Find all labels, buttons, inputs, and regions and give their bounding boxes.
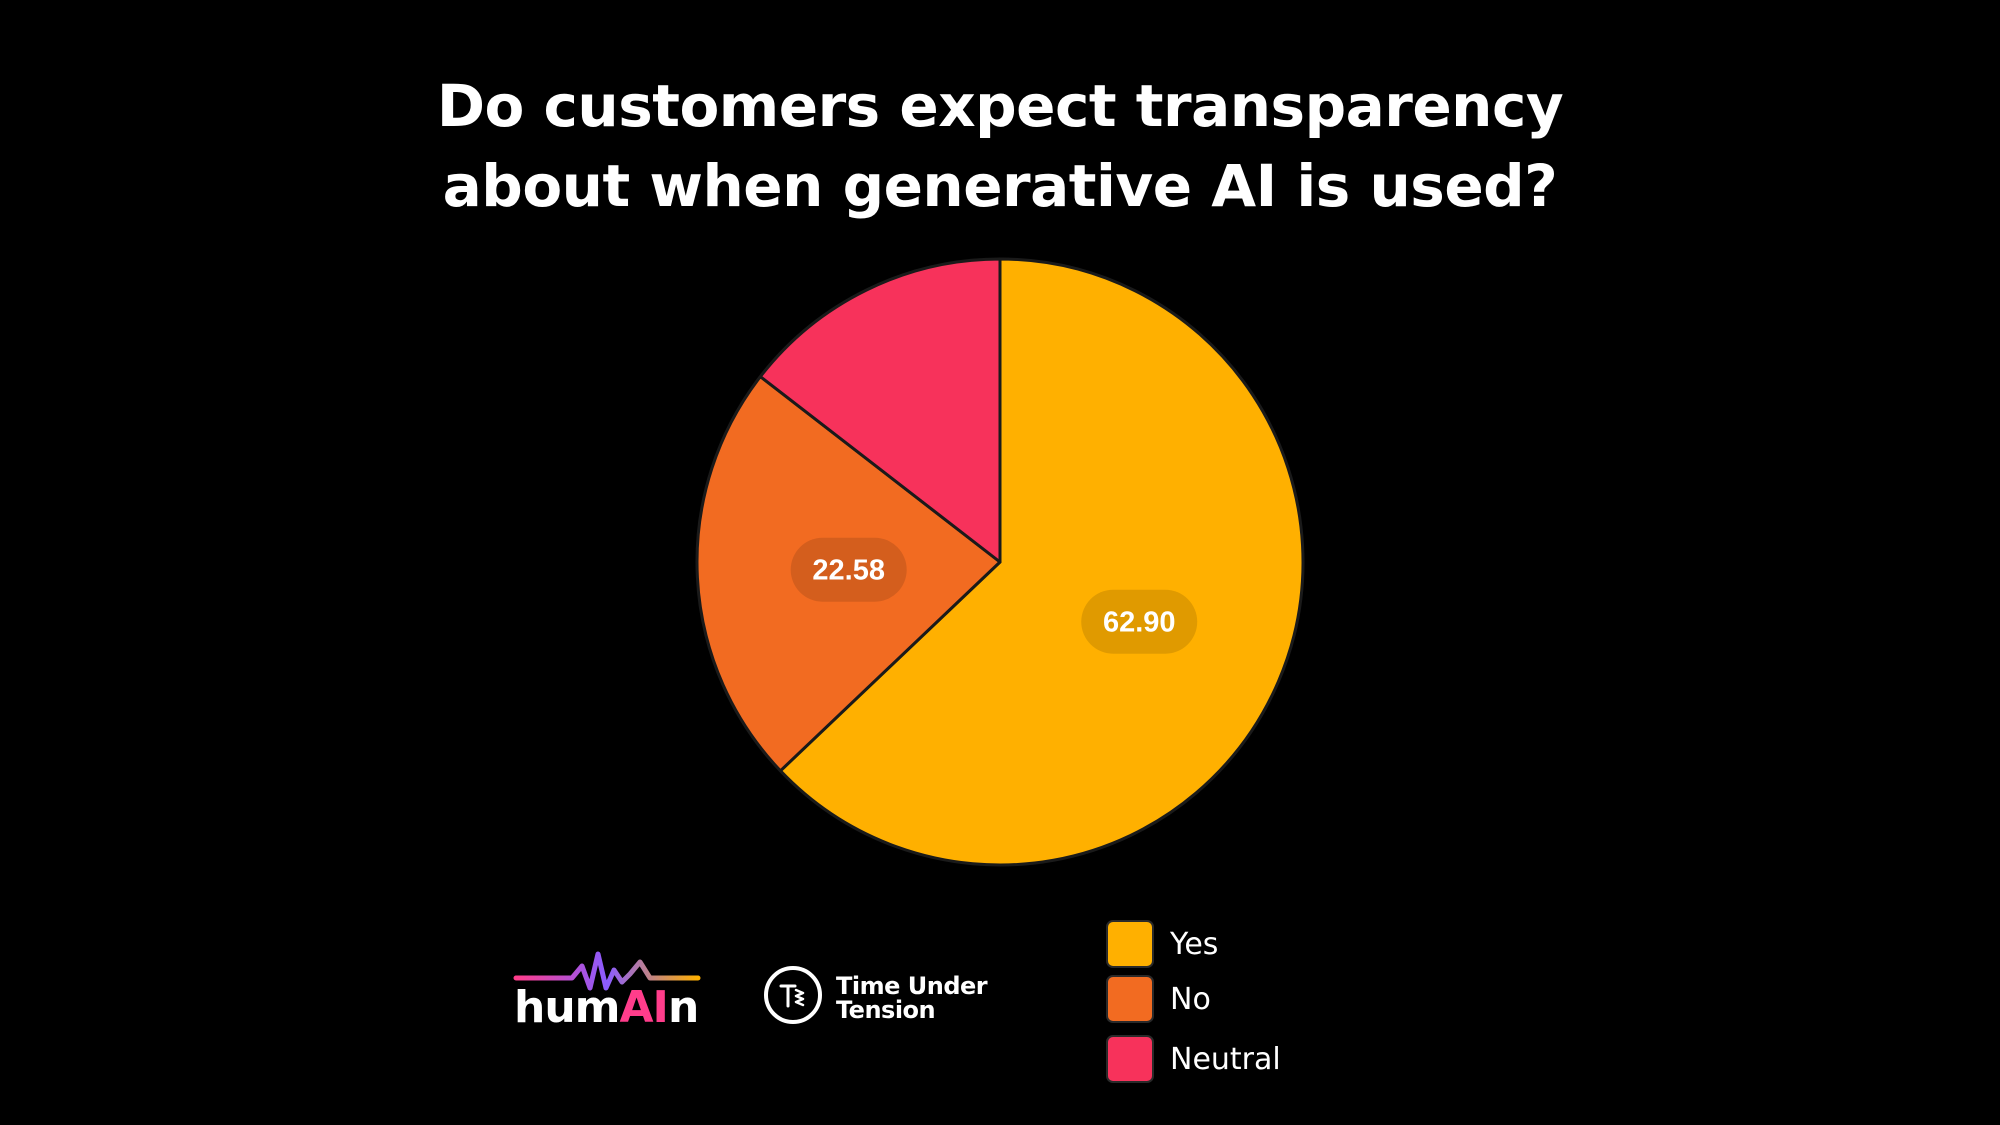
data-label-bg-yes [1081, 589, 1198, 654]
time-under-tension-logo-text: Time Under Tension [836, 972, 988, 1024]
legend-swatch-no [1106, 975, 1154, 1023]
pie-slice-yes [778, 257, 1305, 867]
legend-label-no: No [1170, 982, 1211, 1017]
humain-logo: humAIn [512, 948, 702, 1032]
chart-title: Do customers expect transparency about w… [0, 66, 2000, 226]
legend-item-yes: Yes [1106, 920, 1366, 970]
legend-label-yes: Yes [1170, 927, 1219, 962]
humain-logo-wave [513, 951, 701, 991]
legend-item-no: No [1106, 975, 1366, 1025]
data-label-text-no: 22.58 [812, 555, 885, 587]
chart-title-line-1: Do customers expect transparency [436, 72, 1564, 140]
pie-slice-no [695, 375, 1002, 773]
legend-label-neutral: Neutral [1170, 1042, 1281, 1077]
chart-title-line-2: about when generative AI is used? [442, 152, 1558, 220]
tut-logo-line-2: Tension [836, 996, 936, 1024]
pie-slice-neutral [758, 257, 1002, 564]
humain-logo-text: humAIn [514, 982, 699, 1033]
humain-logo-prefix: hum [514, 982, 620, 1033]
data-label-text-yes: 62.90 [1103, 607, 1176, 639]
data-label-no: 22.58 [790, 537, 907, 602]
time-under-tension-logo: Time Under Tension [762, 964, 1002, 1034]
humain-logo-highlight: AI [619, 982, 669, 1033]
tut-logo-line-1: Time Under [836, 972, 988, 1000]
legend-swatch-neutral [1106, 1035, 1154, 1083]
data-label-yes: 62.90 [1081, 589, 1198, 654]
time-under-tension-logo-icon [764, 966, 822, 1024]
humain-logo-suffix: n [667, 982, 699, 1033]
data-label-bg-no [790, 537, 907, 602]
legend-swatch-yes [1106, 920, 1154, 968]
legend-item-neutral: Neutral [1106, 1035, 1366, 1085]
